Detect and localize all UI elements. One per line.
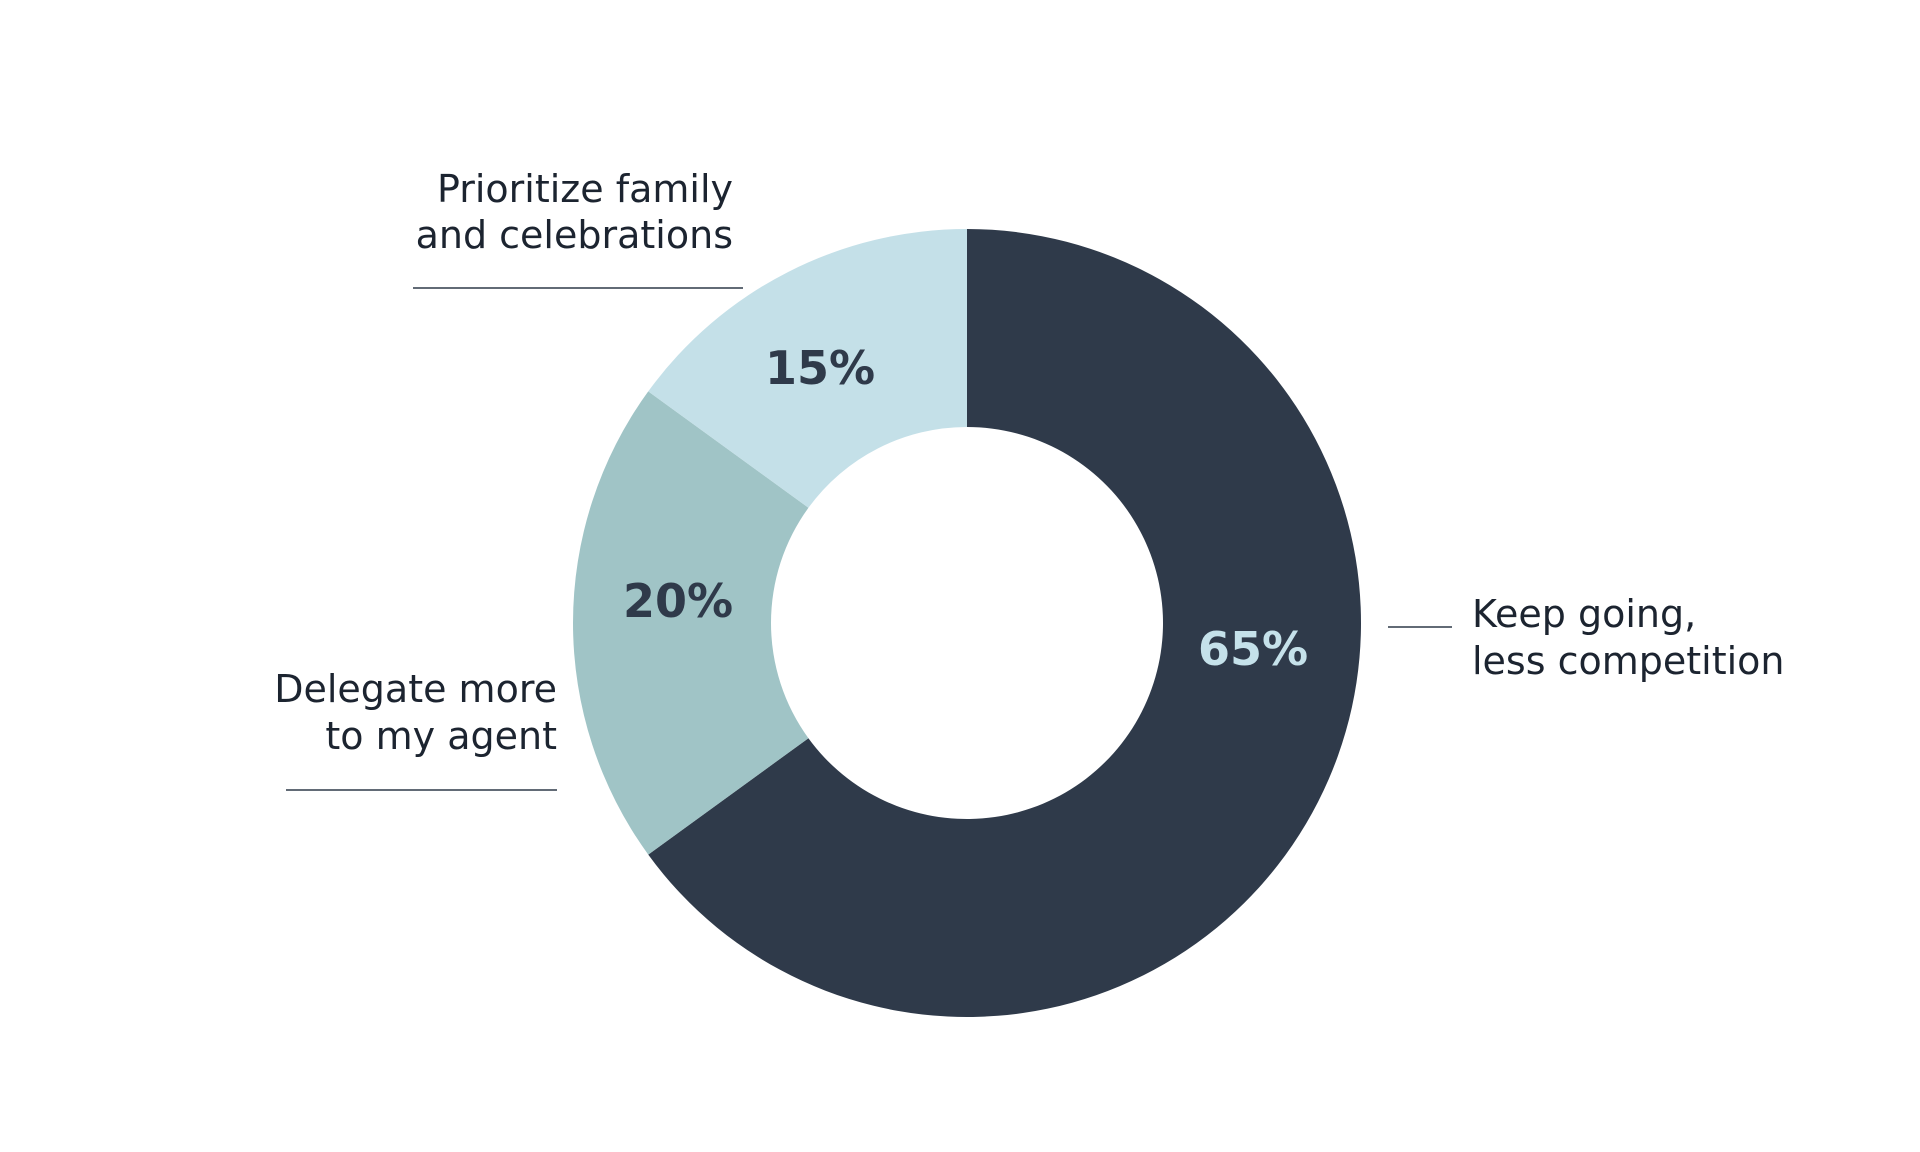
donut-slice-0 [648,229,1361,1018]
slice-category-label-line: and celebrations [416,213,733,257]
slice-category-label-line: to my agent [325,714,557,758]
slice-value-label-1: 20% [623,574,733,628]
slice-category-label-line: less competition [1472,639,1785,683]
donut-slice-2 [648,228,967,508]
donut-slices [573,228,1361,1018]
slice-value-label-0: 65% [1198,622,1308,676]
slice-category-label-0: Keep going, less competition [1472,592,1785,683]
slice-value-label-2: 15% [765,341,875,395]
slice-category-label-line: Keep going, [1472,592,1696,636]
slice-category-label-1: Delegate more to my agent [274,667,557,758]
slice-category-label-line: Prioritize family [437,167,733,211]
value-labels: 65% 20% 15% [623,341,1308,676]
slice-category-label-2: Prioritize family and celebrations [416,167,733,257]
donut-slice-1 [573,391,809,855]
category-labels: Keep going, less competition Delegate more… [274,167,1785,791]
slice-category-label-line: Delegate more [274,667,557,711]
